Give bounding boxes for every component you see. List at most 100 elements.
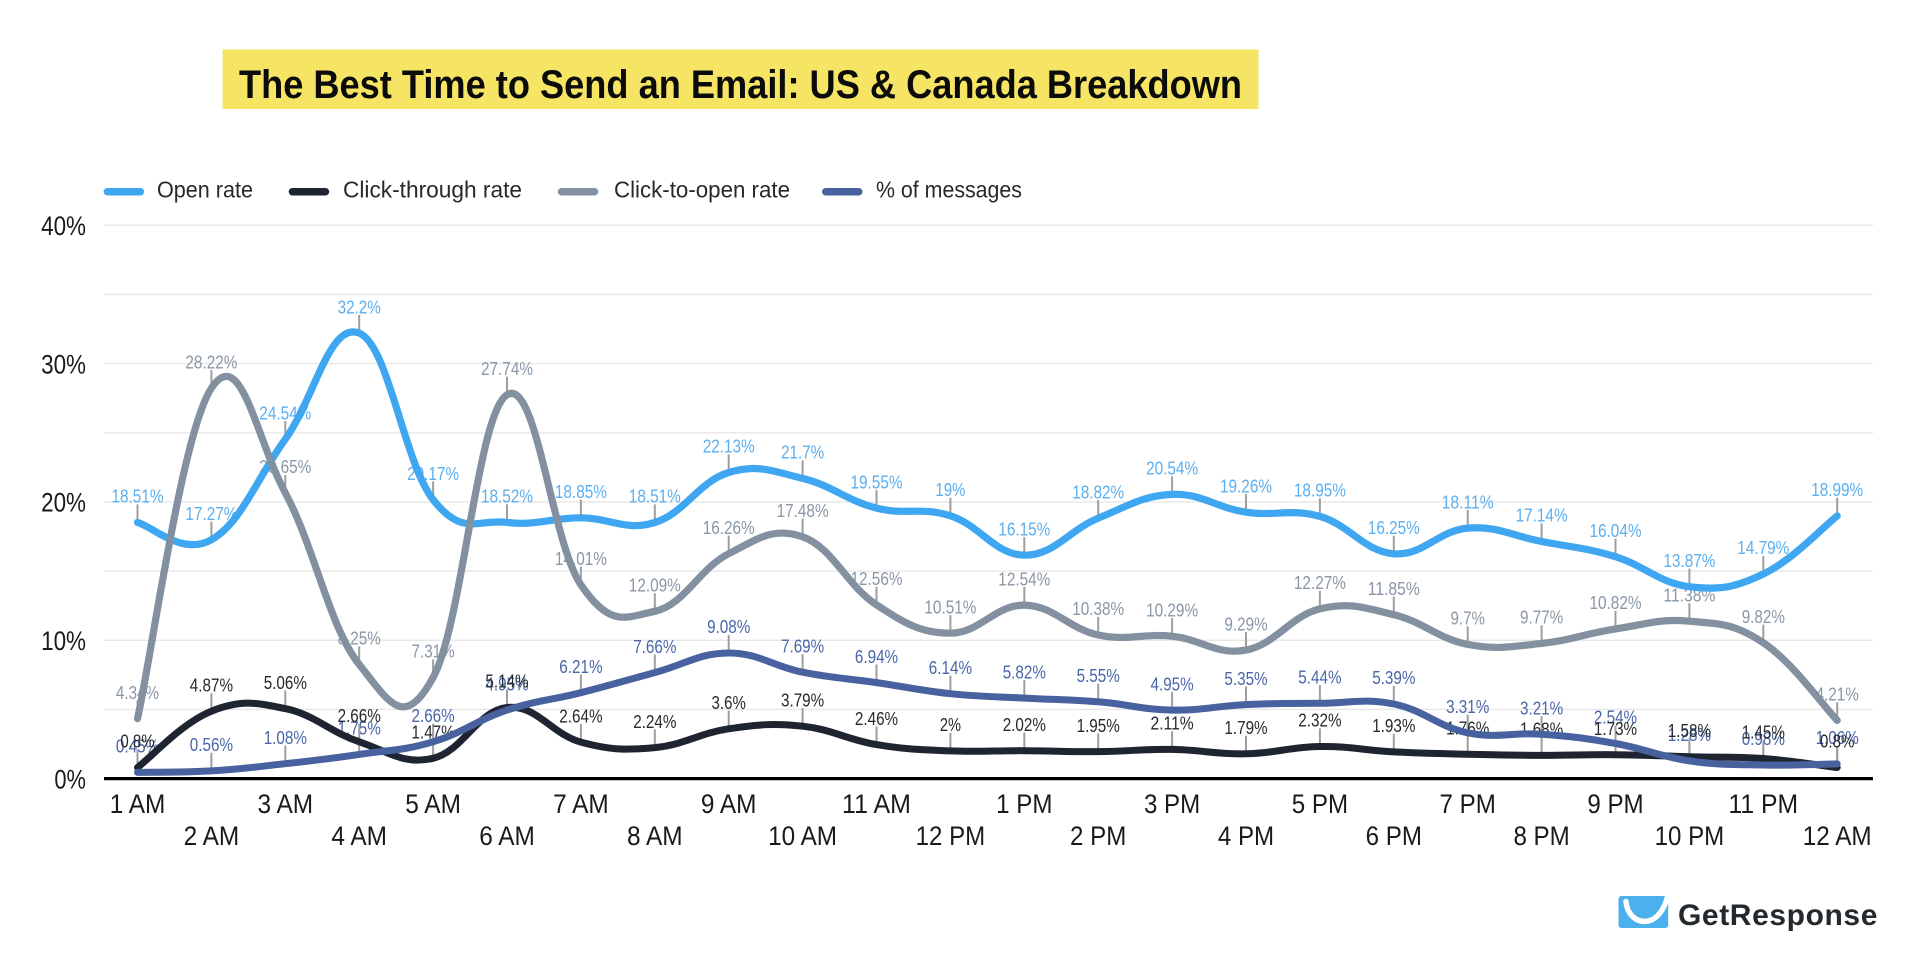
svg-text:2.66%: 2.66% xyxy=(412,706,455,726)
svg-text:16.04%: 16.04% xyxy=(1590,521,1642,541)
svg-text:0.98%: 0.98% xyxy=(1742,729,1785,749)
svg-text:18.95%: 18.95% xyxy=(1294,481,1346,501)
svg-text:28.22%: 28.22% xyxy=(185,352,237,372)
svg-text:2 AM: 2 AM xyxy=(184,821,240,851)
svg-text:30%: 30% xyxy=(41,349,86,379)
svg-text:18.52%: 18.52% xyxy=(481,487,533,507)
svg-text:Open rate: Open rate xyxy=(157,177,253,203)
svg-text:9 PM: 9 PM xyxy=(1587,789,1643,819)
svg-text:9.82%: 9.82% xyxy=(1742,607,1785,627)
svg-text:10%: 10% xyxy=(41,626,86,656)
svg-text:% of messages: % of messages xyxy=(876,177,1022,203)
svg-text:40%: 40% xyxy=(41,211,86,241)
svg-text:5.82%: 5.82% xyxy=(1003,662,1046,682)
svg-text:12.56%: 12.56% xyxy=(851,569,903,589)
svg-text:6 AM: 6 AM xyxy=(479,821,535,851)
svg-text:21.7%: 21.7% xyxy=(781,443,824,463)
svg-text:12.27%: 12.27% xyxy=(1294,573,1346,593)
svg-text:1.73%: 1.73% xyxy=(1594,719,1637,739)
svg-text:2.54%: 2.54% xyxy=(1594,708,1637,728)
svg-text:11.85%: 11.85% xyxy=(1368,579,1420,599)
svg-text:14.79%: 14.79% xyxy=(1737,538,1789,558)
svg-text:5.06%: 5.06% xyxy=(264,673,307,693)
svg-text:20%: 20% xyxy=(41,488,86,518)
svg-text:3 PM: 3 PM xyxy=(1144,789,1200,819)
svg-text:6.94%: 6.94% xyxy=(855,647,898,667)
svg-text:3.21%: 3.21% xyxy=(1520,698,1563,718)
svg-text:5.39%: 5.39% xyxy=(1372,668,1415,688)
svg-text:3.79%: 3.79% xyxy=(781,690,824,710)
svg-text:4.21%: 4.21% xyxy=(1816,685,1859,705)
svg-text:12.54%: 12.54% xyxy=(998,569,1050,589)
svg-text:7 PM: 7 PM xyxy=(1440,789,1496,819)
svg-text:1.95%: 1.95% xyxy=(1077,716,1120,736)
svg-text:12 PM: 12 PM xyxy=(916,821,986,851)
svg-text:19.55%: 19.55% xyxy=(851,472,903,492)
svg-text:6.14%: 6.14% xyxy=(929,658,972,678)
svg-text:4 PM: 4 PM xyxy=(1218,821,1274,851)
svg-text:Click-through rate: Click-through rate xyxy=(343,177,522,203)
svg-text:0.8%: 0.8% xyxy=(120,732,154,752)
svg-text:10.82%: 10.82% xyxy=(1590,593,1642,613)
svg-text:3.31%: 3.31% xyxy=(1446,697,1489,717)
svg-text:19.26%: 19.26% xyxy=(1220,476,1272,496)
svg-text:0.45%: 0.45% xyxy=(116,737,159,757)
svg-text:2.24%: 2.24% xyxy=(633,712,676,732)
svg-text:4.34%: 4.34% xyxy=(116,683,159,703)
svg-text:20.54%: 20.54% xyxy=(1146,459,1198,479)
svg-text:4.95%: 4.95% xyxy=(485,674,528,694)
svg-text:9.29%: 9.29% xyxy=(1224,614,1267,634)
svg-text:9.7%: 9.7% xyxy=(1451,609,1485,629)
svg-text:16.25%: 16.25% xyxy=(1368,518,1420,538)
svg-text:Click-to-open rate: Click-to-open rate xyxy=(614,177,790,203)
svg-text:32.2%: 32.2% xyxy=(338,297,381,317)
svg-text:6.21%: 6.21% xyxy=(559,657,602,677)
svg-text:The Best Time to Send an Email: The Best Time to Send an Email: US & Can… xyxy=(239,63,1242,107)
svg-text:1.08%: 1.08% xyxy=(264,728,307,748)
svg-text:17.27%: 17.27% xyxy=(185,504,237,524)
svg-text:5.55%: 5.55% xyxy=(1077,666,1120,686)
svg-text:0.8%: 0.8% xyxy=(1820,732,1854,752)
svg-text:2.66%: 2.66% xyxy=(338,706,381,726)
svg-text:1 AM: 1 AM xyxy=(110,789,166,819)
svg-text:22.13%: 22.13% xyxy=(703,437,755,457)
svg-text:9.08%: 9.08% xyxy=(707,617,750,637)
svg-text:18.82%: 18.82% xyxy=(1072,482,1124,502)
svg-text:1.93%: 1.93% xyxy=(1372,716,1415,736)
svg-text:17.14%: 17.14% xyxy=(1516,506,1568,526)
svg-text:18.11%: 18.11% xyxy=(1442,492,1494,512)
svg-text:2.64%: 2.64% xyxy=(559,706,602,726)
svg-text:5 AM: 5 AM xyxy=(405,789,461,819)
svg-text:5 PM: 5 PM xyxy=(1292,789,1348,819)
svg-text:16.15%: 16.15% xyxy=(998,519,1050,539)
svg-text:18.85%: 18.85% xyxy=(555,482,607,502)
svg-text:9 AM: 9 AM xyxy=(701,789,757,819)
svg-text:0%: 0% xyxy=(54,764,86,794)
svg-text:4 AM: 4 AM xyxy=(331,821,387,851)
svg-text:13.87%: 13.87% xyxy=(1663,551,1715,571)
svg-text:5.44%: 5.44% xyxy=(1298,668,1341,688)
svg-text:19%: 19% xyxy=(935,480,965,500)
svg-text:8 AM: 8 AM xyxy=(627,821,683,851)
svg-text:11 PM: 11 PM xyxy=(1729,789,1799,819)
svg-text:1 PM: 1 PM xyxy=(996,789,1052,819)
svg-text:2%: 2% xyxy=(940,715,961,735)
svg-text:18.51%: 18.51% xyxy=(112,487,164,507)
svg-text:10.38%: 10.38% xyxy=(1072,599,1124,619)
svg-text:5.14%: 5.14% xyxy=(485,672,528,692)
svg-text:12.09%: 12.09% xyxy=(629,576,681,596)
svg-text:10.29%: 10.29% xyxy=(1146,600,1198,620)
svg-text:5.35%: 5.35% xyxy=(1224,669,1267,689)
svg-text:4.87%: 4.87% xyxy=(190,675,233,695)
svg-text:2.46%: 2.46% xyxy=(855,709,898,729)
svg-text:17.48%: 17.48% xyxy=(777,501,829,521)
svg-text:1.79%: 1.79% xyxy=(1224,718,1267,738)
svg-text:10 AM: 10 AM xyxy=(768,821,837,851)
svg-text:18.51%: 18.51% xyxy=(629,487,681,507)
svg-text:11 AM: 11 AM xyxy=(842,789,911,819)
svg-text:0.56%: 0.56% xyxy=(190,735,233,755)
svg-text:16.26%: 16.26% xyxy=(703,518,755,538)
svg-text:8 PM: 8 PM xyxy=(1513,821,1569,851)
svg-text:10.51%: 10.51% xyxy=(924,597,976,617)
svg-text:1.58%: 1.58% xyxy=(1668,721,1711,741)
